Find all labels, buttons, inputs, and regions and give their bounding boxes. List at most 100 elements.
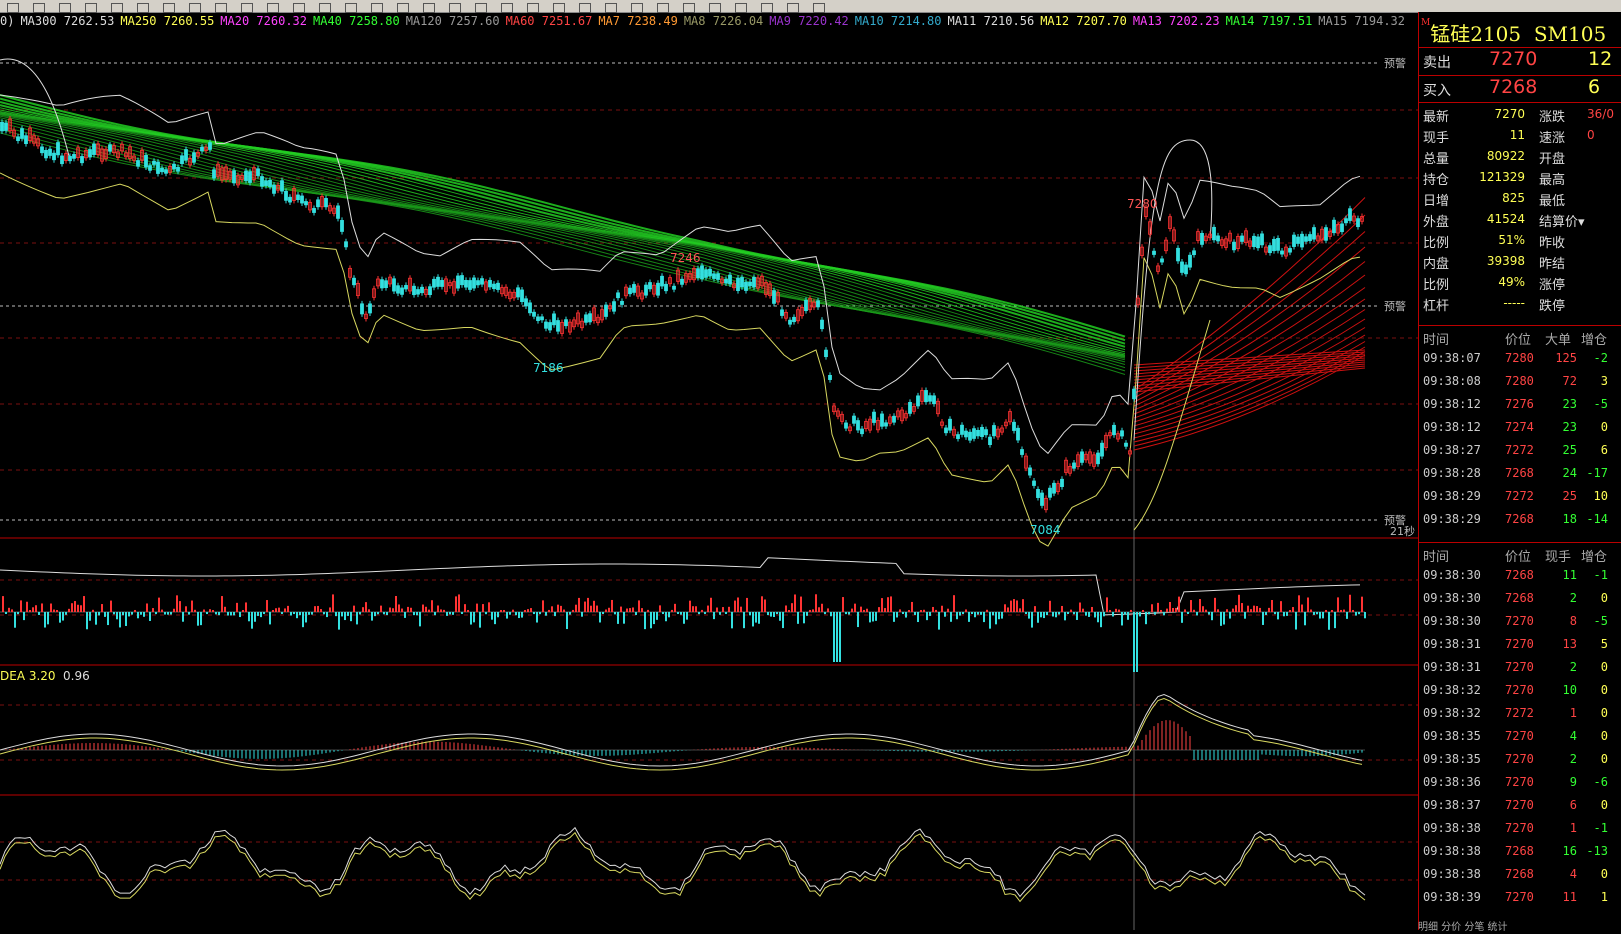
- table-row[interactable]: 09:38:29 7272 25 10: [1423, 485, 1621, 508]
- sell-row[interactable]: 卖出 7270 12: [1423, 48, 1619, 74]
- table-row[interactable]: 09:38:30 7270 8 -5: [1423, 610, 1621, 633]
- table-row[interactable]: 09:38:36 7270 9 -6: [1423, 771, 1621, 794]
- volume-bar: [1106, 597, 1108, 612]
- candle: [1340, 223, 1344, 233]
- toolbar-icon[interactable]: [371, 3, 383, 13]
- divider: [1419, 75, 1621, 76]
- volume-bar: [281, 612, 283, 615]
- row-volume: 2: [1569, 591, 1577, 605]
- candle: [1124, 442, 1128, 447]
- toolbar-icon[interactable]: [59, 3, 71, 13]
- symbol-code: SM105: [1533, 22, 1607, 46]
- candle: [320, 196, 324, 208]
- table-row[interactable]: 09:38:38 7268 16 -13: [1423, 840, 1621, 863]
- candle: [956, 434, 960, 439]
- table-row[interactable]: 09:38:38 7270 1 -1: [1423, 817, 1621, 840]
- candle: [980, 426, 984, 437]
- buy-row[interactable]: 买入 7268 6: [1423, 76, 1619, 102]
- volume-bar: [632, 607, 634, 612]
- toolbar-icon[interactable]: [475, 3, 487, 13]
- bottom-tabs[interactable]: 明细 分价 分笔 统计: [1418, 922, 1508, 933]
- table-row[interactable]: 09:38:31 7270 2 0: [1423, 656, 1621, 679]
- candle: [204, 146, 208, 151]
- info-row: 最新 7270 涨跌 36/0: [1423, 104, 1621, 125]
- toolbar-icon[interactable]: [85, 3, 97, 13]
- toolbar-icon[interactable]: [787, 3, 799, 13]
- toolbar-icon[interactable]: [215, 3, 227, 13]
- candle: [116, 151, 120, 158]
- toolbar-icon[interactable]: [709, 3, 721, 13]
- volume-bar: [218, 612, 220, 616]
- toolbar-icon[interactable]: [657, 3, 669, 13]
- table-row[interactable]: 09:38:38 7268 4 0: [1423, 863, 1621, 886]
- table-row[interactable]: 09:38:27 7272 25 6: [1423, 439, 1621, 462]
- toolbar-icon[interactable]: [137, 3, 149, 13]
- candle: [792, 316, 796, 323]
- volume-bar: [1118, 609, 1120, 612]
- table-row[interactable]: 09:38:12 7274 23 0: [1423, 416, 1621, 439]
- candle: [716, 273, 720, 280]
- candle: [472, 277, 476, 289]
- table-row[interactable]: 09:38:07 7280 125 -2: [1423, 347, 1621, 370]
- table-row[interactable]: 09:38:37 7270 6 0: [1423, 794, 1621, 817]
- table-row[interactable]: 09:38:35 7270 2 0: [1423, 748, 1621, 771]
- toolbar-icon[interactable]: [527, 3, 539, 13]
- chart-area[interactable]: 7280 7246 7186 7084 预警 预警 预警 21秒 DEA 3.20 0.96: [0, 12, 1418, 930]
- candle: [708, 268, 712, 277]
- toolbar-icon[interactable]: [683, 3, 695, 13]
- toolbar-icon[interactable]: [345, 3, 357, 13]
- info-label: 内盘: [1423, 257, 1450, 272]
- table-row[interactable]: 09:38:30 7268 2 0: [1423, 587, 1621, 610]
- candle: [692, 267, 696, 281]
- toolbar-icon[interactable]: [553, 3, 565, 13]
- table-row[interactable]: 09:38:12 7276 23 -5: [1423, 393, 1621, 416]
- table-row[interactable]: 09:38:08 7280 72 3: [1423, 370, 1621, 393]
- toolbar-icon[interactable]: [111, 3, 123, 13]
- volume-bar: [161, 609, 163, 612]
- table-row[interactable]: 09:38:32 7272 1 0: [1423, 702, 1621, 725]
- volume-bar: [992, 612, 994, 616]
- volume-bar: [587, 597, 589, 612]
- volume-bar: [845, 612, 847, 615]
- toolbar-icon[interactable]: [449, 3, 461, 13]
- toolbar-icon[interactable]: [761, 3, 773, 13]
- toolbar-icon[interactable]: [189, 3, 201, 13]
- symbol-title[interactable]: M锰硅2105 SM105: [1421, 18, 1606, 47]
- candle: [540, 316, 544, 321]
- volume-bar: [368, 609, 370, 612]
- row-change: 0: [1600, 798, 1608, 812]
- candle: [788, 319, 792, 325]
- toolbar-icon[interactable]: [605, 3, 617, 13]
- toolbar-icon[interactable]: [423, 3, 435, 13]
- table-row[interactable]: 09:38:32 7270 10 0: [1423, 679, 1621, 702]
- toolbar-icon[interactable]: [319, 3, 331, 13]
- table-row[interactable]: 09:38:31 7270 13 5: [1423, 633, 1621, 656]
- table-row[interactable]: 09:38:28 7268 24 -17: [1423, 462, 1621, 485]
- toolbar-icon[interactable]: [7, 3, 19, 13]
- toolbar-icon[interactable]: [293, 3, 305, 13]
- table-row[interactable]: 09:38:29 7268 18 -14: [1423, 508, 1621, 531]
- volume-bar: [836, 612, 838, 662]
- table-row[interactable]: 09:38:39 7270 11 1: [1423, 886, 1621, 909]
- row-volume: 11: [1562, 890, 1577, 904]
- volume-bar: [1109, 609, 1111, 612]
- toolbar-icon[interactable]: [735, 3, 747, 13]
- volume-bar: [1238, 594, 1240, 612]
- volume-bar: [605, 609, 607, 612]
- volume-bar: [683, 612, 685, 624]
- table-row[interactable]: 09:38:30 7268 11 -1: [1423, 564, 1621, 587]
- toolbar-icon[interactable]: [163, 3, 175, 13]
- toolbar-icon[interactable]: [813, 3, 825, 13]
- candle: [588, 313, 592, 323]
- toolbar-icon[interactable]: [33, 3, 45, 13]
- candle: [920, 390, 924, 402]
- toolbar-icon[interactable]: [631, 3, 643, 13]
- table-row[interactable]: 09:38:35 7270 4 0: [1423, 725, 1621, 748]
- toolbar-icon[interactable]: [397, 3, 409, 13]
- toolbar-icon[interactable]: [267, 3, 279, 13]
- toolbar-icon[interactable]: [501, 3, 513, 13]
- toolbar-icon[interactable]: [241, 3, 253, 13]
- row-volume: 4: [1569, 867, 1577, 881]
- toolbar-icon[interactable]: [579, 3, 591, 13]
